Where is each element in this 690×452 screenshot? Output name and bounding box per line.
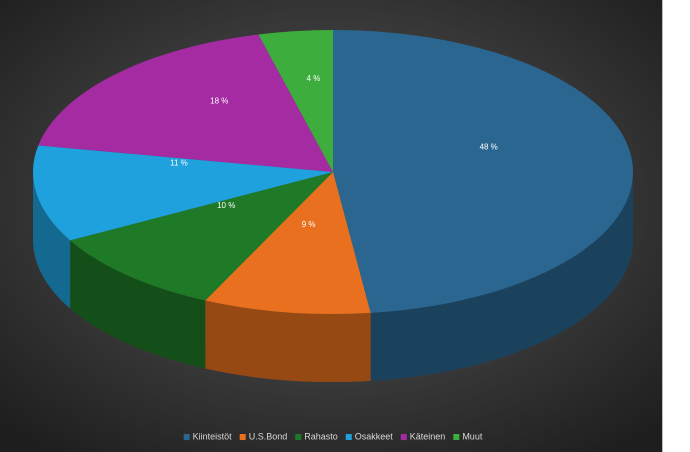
pie-tops bbox=[33, 30, 634, 314]
legend: Kiinteistöt U.S.Bond Rahasto Osakkeet Kätein… bbox=[183, 431, 483, 441]
slice bbox=[333, 30, 634, 313]
slice bbox=[38, 34, 334, 173]
pie-sides bbox=[33, 172, 633, 382]
legend-label: Muut bbox=[462, 431, 483, 441]
slice-side-shade bbox=[370, 172, 633, 381]
legend-swatch bbox=[295, 434, 302, 440]
legend-swatch bbox=[183, 434, 190, 440]
legend-swatch bbox=[345, 434, 352, 440]
legend-label: Käteinen bbox=[410, 431, 446, 441]
slice bbox=[33, 145, 334, 241]
legend-swatch bbox=[400, 434, 407, 440]
data-label: 10 % bbox=[217, 201, 235, 210]
slice-side bbox=[205, 300, 371, 382]
legend-label: Rahasto bbox=[304, 431, 338, 441]
legend-label: Kiinteistöt bbox=[193, 431, 233, 441]
slice-side-shade bbox=[70, 240, 206, 369]
data-label: 11 % bbox=[170, 159, 188, 168]
slice-side-shade bbox=[33, 172, 71, 309]
data-labels: 48 % 9 % 10 % 11 % 18 % 4 % bbox=[170, 74, 498, 229]
slice-side-shade bbox=[205, 300, 371, 382]
data-label: 4 % bbox=[307, 74, 321, 83]
slice bbox=[205, 172, 371, 314]
data-label: 48 % bbox=[480, 142, 498, 151]
slice-side bbox=[370, 172, 633, 381]
legend-swatch bbox=[453, 434, 460, 440]
legend-label: Osakkeet bbox=[355, 431, 394, 441]
data-label: 18 % bbox=[210, 97, 228, 106]
slice bbox=[70, 172, 333, 301]
legend-swatch bbox=[239, 434, 246, 440]
legend-label: U.S.Bond bbox=[249, 431, 288, 441]
slice bbox=[258, 30, 333, 172]
slice-side bbox=[70, 240, 206, 369]
slice-side bbox=[33, 172, 71, 309]
data-label: 9 % bbox=[302, 220, 316, 229]
